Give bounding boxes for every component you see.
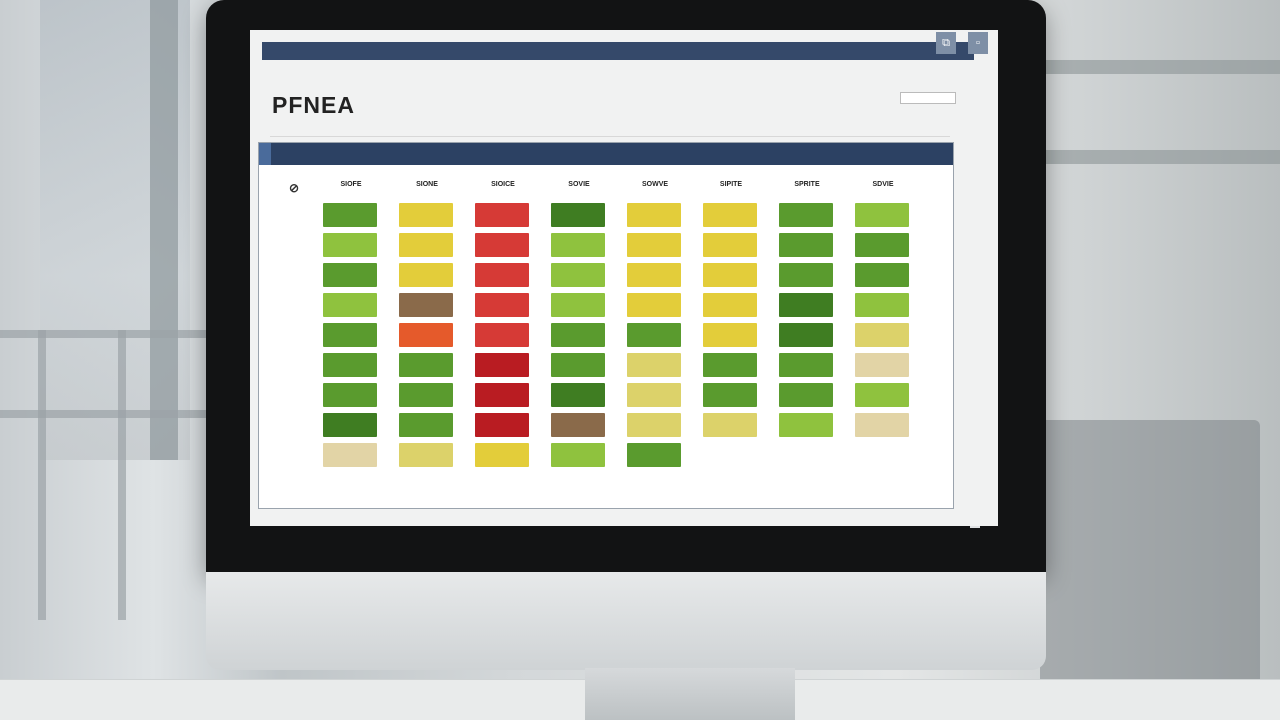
matrix-cell[interactable] <box>323 263 377 287</box>
grid-settings-icon[interactable]: ⊘ <box>289 181 300 195</box>
column-header: SOVIE <box>568 181 590 188</box>
matrix-cell[interactable] <box>323 353 377 377</box>
matrix-cell[interactable] <box>475 233 529 257</box>
app-title: PFNEA <box>272 92 355 118</box>
panel-tab-bar <box>259 143 953 165</box>
matrix-cell[interactable] <box>627 323 681 347</box>
matrix-cell[interactable] <box>551 353 605 377</box>
matrix-cell[interactable] <box>551 413 605 437</box>
column-header: SIOICE <box>491 181 515 188</box>
background-shelf <box>1040 150 1280 164</box>
monitor-stand <box>585 668 795 720</box>
matrix-cell[interactable] <box>627 233 681 257</box>
monitor-chin <box>206 572 1046 670</box>
column-header: SDVIE <box>872 181 894 188</box>
matrix-cell[interactable] <box>475 293 529 317</box>
matrix-cell[interactable] <box>703 353 757 377</box>
matrix-cell[interactable] <box>399 323 453 347</box>
matrix-cell[interactable] <box>855 323 909 347</box>
matrix-cell[interactable] <box>399 203 453 227</box>
matrix-cell[interactable] <box>475 413 529 437</box>
matrix-panel: ⊘ SIOFE SIONE SIOICE SOVIE SOWVE SIPITE SPRITE… <box>258 142 954 509</box>
matrix-cell[interactable] <box>551 323 605 347</box>
matrix-cell[interactable] <box>855 413 909 437</box>
matrix-cell[interactable] <box>779 203 833 227</box>
panel-tab-1[interactable] <box>259 143 271 165</box>
matrix-cell[interactable] <box>551 263 605 287</box>
matrix-cell[interactable] <box>323 203 377 227</box>
matrix-cell[interactable] <box>475 323 529 347</box>
matrix-cell[interactable] <box>779 323 833 347</box>
matrix-cell[interactable] <box>551 443 605 467</box>
matrix-cell[interactable] <box>475 203 529 227</box>
matrix-cell[interactable] <box>627 383 681 407</box>
background-shelf <box>1040 60 1280 74</box>
matrix-cell[interactable] <box>323 443 377 467</box>
matrix-cell[interactable] <box>627 263 681 287</box>
matrix-cell[interactable] <box>399 293 453 317</box>
matrix-cell[interactable] <box>779 383 833 407</box>
background-railing <box>0 330 230 338</box>
matrix-cell[interactable] <box>779 353 833 377</box>
matrix-cell[interactable] <box>551 383 605 407</box>
matrix-cell[interactable] <box>323 413 377 437</box>
matrix-cell[interactable] <box>399 353 453 377</box>
matrix-cell[interactable] <box>475 443 529 467</box>
matrix-cell[interactable] <box>323 323 377 347</box>
matrix-cell[interactable] <box>703 233 757 257</box>
matrix-cell[interactable] <box>703 413 757 437</box>
matrix-cell[interactable] <box>627 443 681 467</box>
matrix-cell[interactable] <box>399 233 453 257</box>
matrix-cell[interactable] <box>703 293 757 317</box>
title-bar <box>262 42 974 60</box>
window-menu-icon[interactable]: ▫ <box>968 32 988 54</box>
matrix-cell[interactable] <box>551 203 605 227</box>
matrix-cell[interactable] <box>627 293 681 317</box>
column-header: SIOFE <box>340 181 362 188</box>
matrix-cell[interactable] <box>855 203 909 227</box>
matrix-cell[interactable] <box>779 293 833 317</box>
matrix-cell[interactable] <box>855 353 909 377</box>
matrix-cell[interactable] <box>779 233 833 257</box>
matrix-cell[interactable] <box>323 233 377 257</box>
matrix-cell[interactable] <box>703 323 757 347</box>
matrix-cell[interactable] <box>323 293 377 317</box>
matrix-cell[interactable] <box>627 353 681 377</box>
background-railing-post <box>118 330 126 620</box>
matrix-cell[interactable] <box>703 203 757 227</box>
background-pillar <box>150 0 178 460</box>
column-header: SPRITE <box>794 181 820 188</box>
background-machine <box>1040 420 1260 720</box>
matrix-cell[interactable] <box>703 383 757 407</box>
matrix-cell[interactable] <box>475 383 529 407</box>
matrix-cell[interactable] <box>475 353 529 377</box>
matrix-cell[interactable] <box>551 233 605 257</box>
column-header: SOWVE <box>641 181 669 188</box>
filter-input[interactable] <box>900 92 956 104</box>
matrix-cell[interactable] <box>855 383 909 407</box>
matrix-cell[interactable] <box>399 263 453 287</box>
matrix-cell[interactable] <box>627 203 681 227</box>
matrix-cell[interactable] <box>551 293 605 317</box>
matrix-cell[interactable] <box>399 443 453 467</box>
matrix-cell[interactable] <box>399 413 453 437</box>
background-railing <box>0 410 230 418</box>
column-header: SIPITE <box>719 181 743 188</box>
matrix-cell[interactable] <box>779 263 833 287</box>
background-railing-post <box>38 330 46 620</box>
matrix-cell[interactable] <box>323 383 377 407</box>
matrix-cell[interactable] <box>779 413 833 437</box>
matrix-cell[interactable] <box>855 293 909 317</box>
matrix-cell[interactable] <box>627 413 681 437</box>
monitor-screen: ⧉ ▫ PFNEA ⊘ SIOFE SIONE SIOICE SOVIE SOWVE SI… <box>250 30 998 526</box>
column-header: SIONE <box>416 181 438 188</box>
matrix-cell[interactable] <box>855 233 909 257</box>
matrix-cell[interactable] <box>399 383 453 407</box>
window-restore-icon[interactable]: ⧉ <box>936 32 956 54</box>
header-divider <box>270 136 950 137</box>
matrix-cell[interactable] <box>855 263 909 287</box>
matrix-cell[interactable] <box>475 263 529 287</box>
matrix-cell[interactable] <box>703 263 757 287</box>
